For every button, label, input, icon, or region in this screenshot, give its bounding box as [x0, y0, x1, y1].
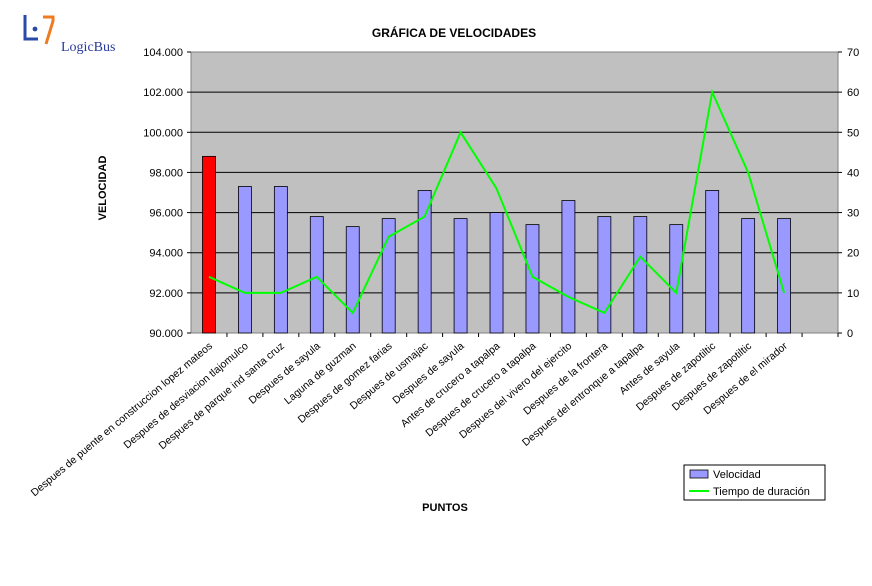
- y2-tick-label: 50: [847, 127, 859, 139]
- bar: [453, 218, 468, 334]
- bar: [417, 190, 432, 334]
- bar: [273, 186, 288, 334]
- legend-label-tiempo: Tiempo de duración: [713, 486, 810, 498]
- logo-mark-icon: [23, 15, 55, 45]
- bar: [202, 155, 216, 334]
- bar: [597, 216, 612, 334]
- y-axis-label: VELOCIDAD: [97, 156, 109, 221]
- y2-tick-label: 40: [847, 167, 859, 179]
- bar: [345, 226, 360, 334]
- y-axis-left: 90.000 92.000 94.000 96.000 98.000 100.000 102…: [143, 47, 183, 340]
- logo-text: LogicBus: [61, 40, 116, 55]
- y-tick-label: 100.000: [143, 127, 183, 139]
- y2-tick-label: 60: [847, 87, 859, 99]
- logicbus-logo: [20, 12, 140, 62]
- bar: [489, 212, 504, 334]
- y2-tick-label: 10: [847, 288, 859, 300]
- y-tick-label: 98.000: [149, 167, 183, 179]
- chart-title: GRÁFICA DE VELOCIDADES: [372, 25, 536, 40]
- bar: [633, 216, 648, 334]
- y-tick-label: 96.000: [149, 208, 183, 220]
- legend-label-velocidad: Velocidad: [713, 469, 761, 481]
- y2-tick-label: 70: [847, 47, 859, 59]
- duration-series-line: [208, 88, 786, 315]
- bar: [309, 216, 324, 334]
- y-tick-label: 102.000: [143, 87, 183, 99]
- y2-tick-label: 0: [847, 328, 853, 340]
- legend-swatch-velocidad: [689, 469, 709, 479]
- bar: [705, 190, 720, 334]
- bar: [525, 224, 540, 334]
- x-axis-label: PUNTOS: [422, 502, 468, 514]
- y-axis-right: 0 10 20 30 40 50 60 70: [847, 47, 859, 340]
- y2-tick-label: 30: [847, 208, 859, 220]
- bar: [777, 218, 791, 334]
- y-tick-label: 104.000: [143, 47, 183, 59]
- bar: [741, 218, 756, 334]
- bar: [669, 224, 684, 334]
- y2-tick-label: 20: [847, 248, 859, 260]
- y-tick-label: 94.000: [149, 248, 183, 260]
- duration-line: [208, 88, 786, 315]
- plot-area: [190, 51, 839, 334]
- bar: [238, 186, 252, 334]
- y-tick-label: 92.000: [149, 288, 183, 300]
- bar: [561, 200, 576, 334]
- legend: Velocidad Tiempo de duración: [683, 464, 826, 501]
- y-tick-label: 90.000: [149, 328, 183, 340]
- bar: [381, 218, 396, 334]
